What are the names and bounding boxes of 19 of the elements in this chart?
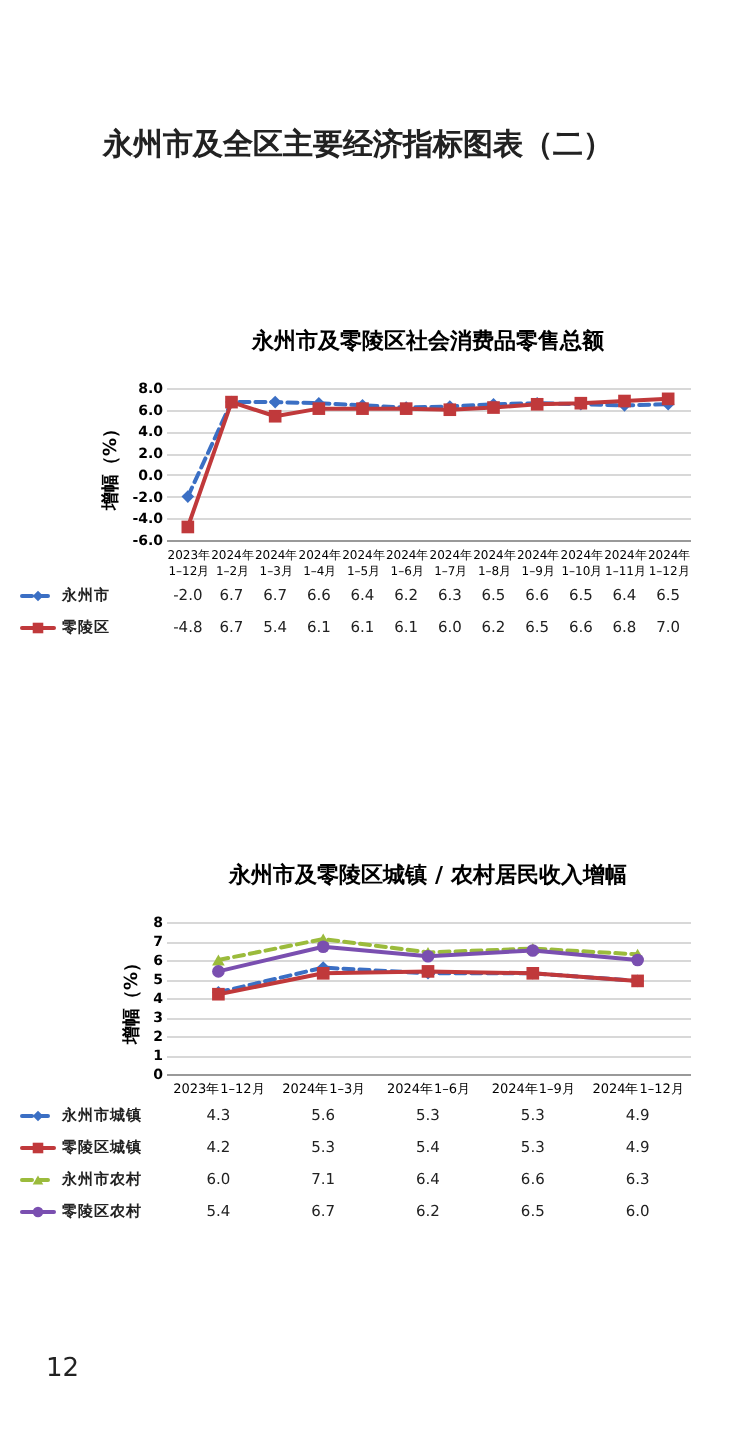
chart-title: 永州市及零陵区社会消费品零售总额 bbox=[250, 328, 606, 354]
text: 永州市及全区主要经济指标图表（二） bbox=[101, 126, 613, 162]
y-axis-title: 增幅（%） bbox=[121, 953, 144, 1047]
point bbox=[268, 395, 282, 409]
point bbox=[631, 953, 644, 967]
point bbox=[661, 392, 675, 406]
point bbox=[312, 402, 326, 415]
point bbox=[618, 394, 631, 408]
y-axis-title: 增幅（%） bbox=[100, 419, 123, 513]
chart-title: 永州市及零陵区城镇 / 农村居民收入增幅 bbox=[227, 862, 627, 888]
point bbox=[316, 940, 330, 954]
point bbox=[212, 965, 225, 978]
point bbox=[212, 954, 225, 966]
point bbox=[268, 409, 282, 423]
point bbox=[316, 966, 330, 980]
point bbox=[181, 490, 195, 503]
text: 12 bbox=[46, 1354, 80, 1384]
point bbox=[421, 949, 435, 963]
point bbox=[181, 520, 195, 534]
